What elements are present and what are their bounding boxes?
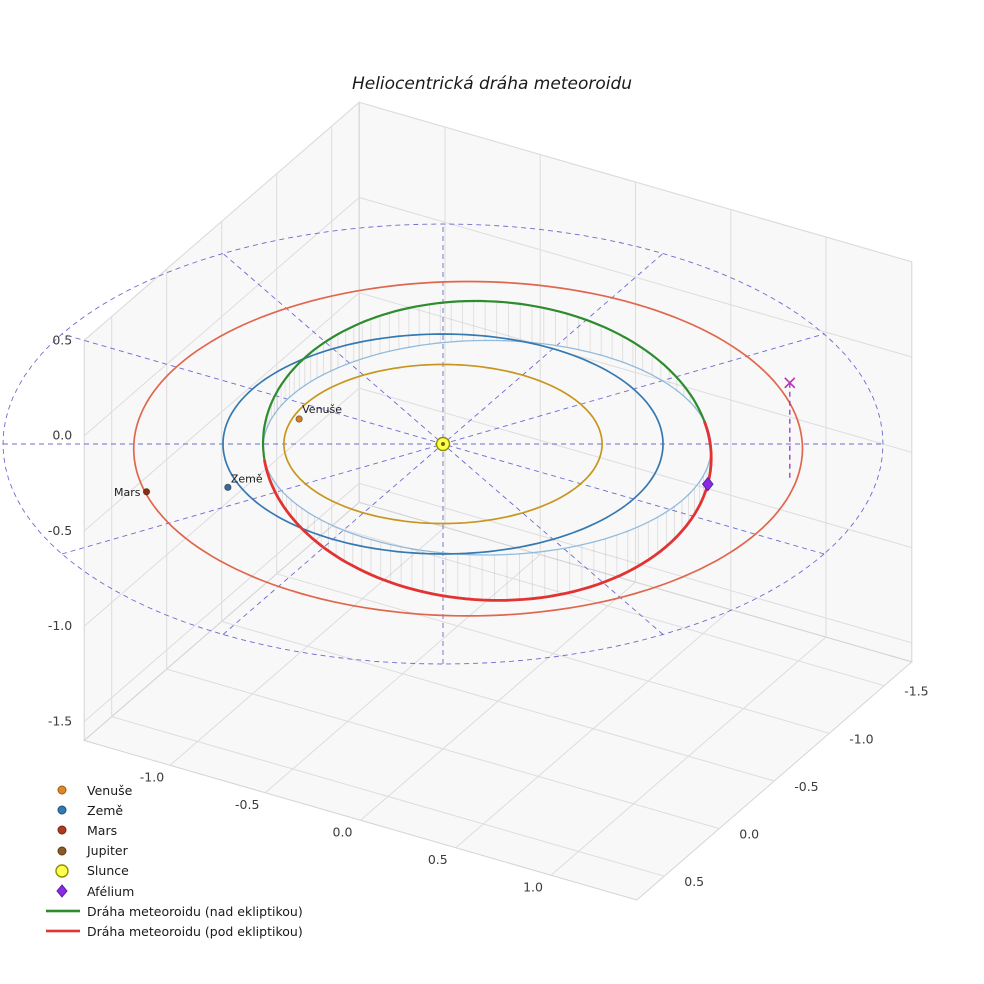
legend-marker-dot-large-icon: [55, 864, 69, 878]
legend-marker-dot-icon: [57, 805, 67, 815]
svg-text:Mars: Mars: [114, 486, 141, 499]
legend-marker-dot-icon: [57, 846, 67, 856]
svg-text:0.5: 0.5: [428, 852, 448, 867]
legend-item: Venuše: [44, 780, 303, 800]
legend-item: Země: [44, 800, 303, 820]
planet-marker-Země: [224, 483, 232, 491]
annotations: [701, 377, 796, 492]
svg-text:0.0: 0.0: [52, 428, 72, 443]
legend-item: Afélium: [44, 881, 303, 901]
legend-label: Země: [87, 802, 124, 818]
svg-text:-1.0: -1.0: [140, 769, 164, 784]
planet-marker-Venuše: [295, 415, 303, 423]
legend-label: Dráha meteoroidu (nad ekliptikou): [87, 903, 303, 919]
legend-item: Slunce: [44, 861, 303, 881]
orbit-Venuše: [283, 363, 603, 525]
legend-label: Jupiter: [87, 843, 128, 859]
meteoroid-orbit: [261, 299, 713, 602]
legend-label: Mars: [87, 822, 118, 838]
tick-labels: -1.0 -0.5 0.0 0.5 1.0 -1.5 -1.0 -0.5 0.0 0.5 0.5 0.…: [48, 332, 929, 894]
sun-core: [441, 442, 445, 446]
body-markers: Venuše Země Mars: [114, 403, 451, 499]
orbit-Mars: [132, 280, 804, 617]
svg-text:Země: Země: [231, 472, 263, 485]
legend-item: Dráha meteoroidu (pod ekliptikou): [44, 921, 303, 941]
svg-text:0.5: 0.5: [684, 874, 704, 889]
svg-text:0.5: 0.5: [52, 332, 72, 347]
legend-item: Jupiter: [44, 841, 303, 861]
svg-text:0.0: 0.0: [333, 824, 353, 839]
legend-label: Dráha meteoroidu (pod ekliptikou): [87, 923, 303, 939]
chart-title: Heliocentrická dráha meteoroidu: [351, 74, 633, 94]
legend-marker-line-icon: [46, 909, 80, 913]
stem-lines: [262, 301, 712, 601]
legend-marker-dot-icon: [57, 785, 67, 795]
svg-text:-1.5: -1.5: [48, 713, 72, 728]
legend-item: Dráha meteoroidu (nad ekliptikou): [44, 901, 303, 921]
svg-text:-0.5: -0.5: [235, 797, 259, 812]
svg-text:1.0: 1.0: [523, 879, 543, 894]
svg-text:-0.5: -0.5: [794, 779, 818, 794]
svg-text:-1.0: -1.0: [48, 618, 72, 633]
planet-marker-Mars: [142, 488, 151, 496]
planet-orbits: [132, 280, 804, 617]
legend-marker-dot-icon: [57, 825, 67, 835]
legend-item: Mars: [44, 820, 303, 840]
legend-marker-line-icon: [46, 930, 80, 933]
orbit-Země: [222, 333, 664, 555]
svg-text:Venuše: Venuše: [302, 403, 342, 416]
legend-label: Venuše: [87, 782, 133, 798]
aphelion-marker: [701, 476, 714, 492]
meteoroid-above-ecliptic: [261, 299, 706, 460]
legend-label: Afélium: [87, 883, 135, 899]
legend-marker-diamond-icon: [56, 884, 68, 898]
svg-text:0.0: 0.0: [739, 827, 759, 842]
svg-text:-0.5: -0.5: [48, 523, 72, 538]
x-marker: [784, 377, 796, 389]
legend: Venuše Země Mars Jupiter Slunce Afélium Dráha …: [44, 780, 303, 942]
legend-label: Slunce: [87, 863, 129, 879]
meteoroid-below-ecliptic: [263, 420, 713, 602]
svg-text:-1.5: -1.5: [904, 684, 928, 699]
svg-text:-1.0: -1.0: [849, 731, 873, 746]
